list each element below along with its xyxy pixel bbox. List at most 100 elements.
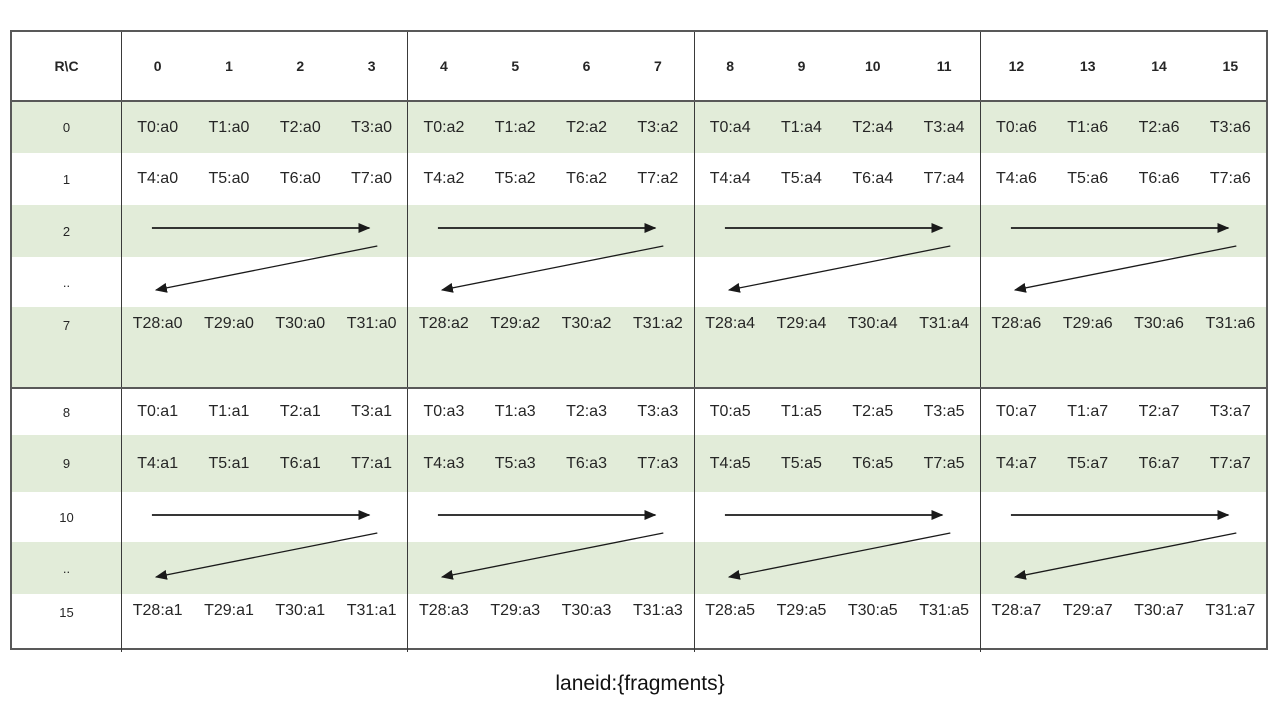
table-row: 1 T4:a0 T5:a0 T6:a0 T7:a0 T4:a2 T5:a2 T6:a2 T7:a… — [12, 153, 1266, 205]
cell-value: T4:a6 — [995, 170, 1037, 187]
cell-value: T30:a2 — [561, 315, 612, 332]
table-row: .. — [12, 542, 1266, 594]
cell-value: T29:a5 — [776, 602, 827, 619]
cell-value: T7:a4 — [923, 170, 965, 187]
cell-value: T28:a2 — [419, 315, 469, 332]
column-header: 1 — [225, 58, 233, 74]
cell-value: T28:a0 — [132, 315, 183, 332]
cell-value: T28:a6 — [991, 315, 1042, 332]
cell-value: T29:a2 — [490, 315, 541, 332]
column-group: T28:a7 T29:a7 T30:a7 T31:a7 — [981, 594, 1266, 652]
cell-value: T29:a1 — [204, 602, 254, 619]
table-row: 2 — [12, 205, 1266, 293]
cell-value: T7:a1 — [351, 454, 393, 472]
row-label: 8 — [12, 389, 122, 435]
column-group — [408, 257, 695, 307]
cell-value: T3:a3 — [637, 403, 679, 420]
cell-value: T1:a2 — [494, 118, 536, 136]
cell-value: T30:a0 — [275, 315, 326, 332]
table-row: 0 T0:a0 T1:a0 T2:a0 T3:a0 T0:a2 T1:a2 T2:a2 T3:a… — [12, 102, 1266, 153]
cell-value: T31:a4 — [919, 315, 969, 332]
column-group — [981, 205, 1266, 293]
cell-value: T6:a3 — [566, 454, 607, 472]
cell-value: T30:a5 — [847, 602, 898, 619]
cell-value: T28:a4 — [705, 315, 756, 332]
cell-value: T5:a6 — [1067, 170, 1109, 187]
cell-value: T2:a2 — [566, 118, 607, 136]
column-header: 3 — [367, 58, 376, 74]
cell-value: T3:a0 — [351, 118, 393, 136]
table-row: 9 T4:a1 T5:a1 T6:a1 T7:a1 T4:a3 T5:a3 T6:a3 T7:a… — [12, 435, 1266, 492]
cell-value: T1:a0 — [208, 118, 250, 136]
cell-value: T3:a4 — [923, 118, 965, 136]
column-header: 8 — [726, 58, 735, 74]
column-group: 8 9 10 11 — [695, 32, 981, 100]
cell-value: T4:a1 — [137, 454, 179, 472]
column-group — [122, 542, 409, 594]
column-group — [695, 257, 981, 307]
cell-value: T1:a5 — [781, 403, 822, 420]
column-header: 11 — [936, 58, 952, 74]
cell-value: T3:a6 — [1209, 118, 1251, 136]
table-caption: laneid:{fragments} — [555, 672, 725, 695]
cell-value: T28:a1 — [132, 602, 183, 619]
cell-value: T28:a3 — [419, 602, 469, 619]
cell-value: T7:a6 — [1209, 170, 1251, 187]
cell-value: T1:a6 — [1067, 118, 1109, 136]
column-group — [695, 205, 981, 293]
column-group — [408, 205, 695, 293]
cell-value: T31:a0 — [346, 315, 397, 332]
column-group: T4:a1 T5:a1 T6:a1 T7:a1 — [122, 435, 409, 492]
cell-value: T6:a7 — [1138, 454, 1180, 472]
cell-value: T5:a2 — [494, 170, 536, 187]
column-group: T28:a4 T29:a4 T30:a4 T31:a4 — [695, 307, 981, 387]
cell-value: T6:a2 — [566, 170, 607, 187]
cell-value: T7:a7 — [1209, 454, 1251, 472]
column-group — [981, 492, 1266, 580]
cell-value: T31:a6 — [1205, 315, 1256, 332]
cell-value: T2:a6 — [1138, 118, 1180, 136]
cell-value: T31:a3 — [632, 602, 683, 619]
column-group: T4:a5 T5:a5 T6:a5 T7:a5 — [695, 435, 981, 492]
column-group: T28:a6 T29:a6 T30:a6 T31:a6 — [981, 307, 1266, 387]
column-group — [408, 542, 695, 594]
cell-value: T2:a3 — [566, 403, 607, 420]
column-header: 6 — [582, 58, 591, 74]
cell-value: T6:a0 — [279, 170, 321, 187]
cell-value: T31:a7 — [1205, 602, 1256, 619]
cell-value: T0:a3 — [423, 403, 465, 420]
column-group — [695, 542, 981, 594]
column-group: 4 5 6 7 — [408, 32, 695, 100]
column-group: T0:a0 T1:a0 T2:a0 T3:a0 — [122, 102, 409, 153]
row-label: 9 — [12, 435, 122, 492]
cell-value: T2:a7 — [1138, 403, 1180, 420]
column-group: T0:a1 T1:a1 T2:a1 T3:a1 — [122, 389, 409, 435]
column-group: T0:a4 T1:a4 T2:a4 T3:a4 — [695, 102, 981, 153]
cell-value: T4:a7 — [995, 454, 1037, 472]
cell-value: T4:a0 — [137, 170, 179, 187]
cell-value: T2:a5 — [852, 403, 894, 420]
column-group: T0:a3 T1:a3 T2:a3 T3:a3 — [408, 389, 695, 435]
cell-value: T1:a7 — [1067, 403, 1109, 420]
cell-value: T6:a5 — [852, 454, 894, 472]
table-row: 8 T0:a1 T1:a1 T2:a1 T3:a1 T0:a3 T1:a3 T2:a3 T3:a… — [12, 387, 1266, 435]
cell-value: T3:a7 — [1209, 403, 1251, 420]
column-header: 4 — [440, 58, 448, 74]
cell-value: T6:a6 — [1138, 170, 1180, 187]
cell-value: T0:a0 — [137, 118, 179, 136]
column-group — [695, 492, 981, 580]
column-group: T4:a0 T5:a0 T6:a0 T7:a0 — [122, 153, 409, 205]
cell-value: T0:a2 — [423, 118, 465, 136]
table-row: 15 T28:a1 T29:a1 T30:a1 T31:a1 T28:a3 T29:a3 T3… — [12, 594, 1266, 652]
row-label: .. — [12, 257, 122, 307]
cell-value: T28:a7 — [991, 602, 1042, 619]
cell-value: T1:a3 — [494, 403, 536, 420]
cell-value: T2:a0 — [279, 118, 321, 136]
column-group: T4:a2 T5:a2 T6:a2 T7:a2 — [408, 153, 695, 205]
row-label: 1 — [12, 153, 122, 205]
column-header: 5 — [511, 58, 520, 74]
table-row: 10 — [12, 492, 1266, 580]
column-group: T0:a7 T1:a7 T2:a7 T3:a7 — [981, 389, 1266, 435]
cell-value: T29:a0 — [204, 315, 254, 332]
cell-value: T30:a6 — [1134, 315, 1184, 332]
